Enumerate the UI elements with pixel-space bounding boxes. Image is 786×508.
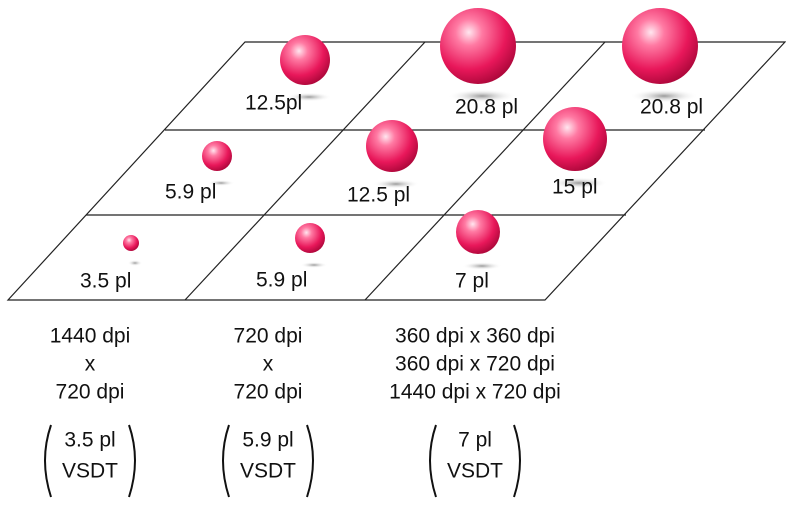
note-text: 3.5 pl xyxy=(64,429,115,452)
labels: 12.5pl 20.8 pl 20.8 pl 5.9 pl 12.5 pl 15 pl 3.… xyxy=(44,92,703,498)
resolution-text: x xyxy=(85,353,96,376)
bracket xyxy=(429,424,437,498)
resolution-text: 720 dpi xyxy=(56,381,125,404)
note-text: 7 pl xyxy=(458,429,492,452)
droplet xyxy=(295,223,325,253)
droplet xyxy=(543,107,607,171)
droplet-label: 12.5 pl xyxy=(347,184,410,207)
resolution-text: 1440 dpi x 720 dpi xyxy=(389,381,561,404)
bracket xyxy=(306,424,314,498)
droplet-shadow xyxy=(207,180,235,186)
bracket xyxy=(222,424,230,498)
droplet-shadow xyxy=(629,89,699,103)
grid-column-line xyxy=(364,41,606,301)
droplet xyxy=(202,141,232,171)
droplets xyxy=(123,8,699,270)
droplet-shadow xyxy=(447,89,517,103)
droplet xyxy=(440,8,516,84)
droplet-label: 5.9 pl xyxy=(165,181,216,204)
droplet-label: 20.8 pl xyxy=(455,96,518,119)
resolution-text: 360 dpi x 360 dpi xyxy=(395,325,555,348)
droplet-label: 5.9 pl xyxy=(256,269,307,292)
resolution-text: x xyxy=(263,353,274,376)
droplet xyxy=(366,120,418,172)
droplet-shadow xyxy=(127,260,143,266)
droplet-shadow xyxy=(300,262,328,268)
note-text: VSDT xyxy=(62,460,118,483)
droplet-label: 20.8 pl xyxy=(640,96,703,119)
droplet-shadow xyxy=(550,177,608,189)
droplet-shadow xyxy=(462,262,502,270)
droplet-label: 7 pl xyxy=(455,270,489,293)
droplet-label: 3.5 pl xyxy=(80,270,131,293)
droplet-shadow xyxy=(286,92,332,102)
note-text: 5.9 pl xyxy=(242,429,293,452)
note-text: VSDT xyxy=(447,460,503,483)
droplet xyxy=(123,235,139,251)
droplet-shadow xyxy=(372,179,420,189)
bracket xyxy=(513,424,521,498)
droplet-label: 12.5pl xyxy=(245,92,302,115)
droplet xyxy=(456,210,500,254)
note-text: VSDT xyxy=(240,460,296,483)
bracket xyxy=(128,424,136,498)
grid xyxy=(6,41,786,301)
bracket xyxy=(44,424,52,498)
droplet-label: 15 pl xyxy=(552,176,598,199)
droplet xyxy=(280,35,330,85)
droplet xyxy=(622,8,698,84)
resolution-text: 720 dpi xyxy=(234,325,303,348)
resolution-text: 360 dpi x 720 dpi xyxy=(395,353,555,376)
grid-column-line xyxy=(184,41,426,301)
resolution-text: 1440 dpi xyxy=(50,325,131,348)
resolution-text: 720 dpi xyxy=(234,381,303,404)
